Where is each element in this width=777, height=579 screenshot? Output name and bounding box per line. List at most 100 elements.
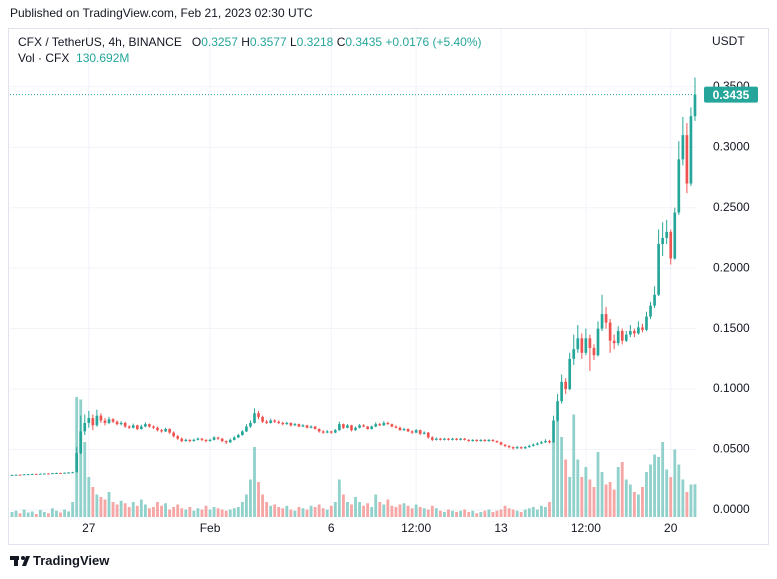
y-tick-label: 0.3000 [713, 139, 750, 153]
candle-body [685, 135, 689, 184]
volume-bar [249, 479, 252, 517]
candle-body [346, 425, 349, 428]
candle-body [249, 422, 252, 427]
candle-body [681, 135, 685, 160]
candle-body [273, 420, 277, 422]
candle-body [443, 438, 446, 440]
volume-bar [148, 508, 151, 517]
candle-body [95, 415, 99, 426]
candle-body [135, 425, 139, 429]
volume-bar [22, 509, 26, 517]
candle-body [366, 426, 369, 429]
candle-body [556, 401, 559, 421]
candle-body [519, 447, 523, 449]
volume-bar [495, 510, 499, 517]
volume-bar [552, 442, 555, 517]
candle-body [253, 413, 256, 423]
volume-bar [257, 482, 260, 517]
ohlc-key: C [336, 35, 346, 49]
volume-bar [535, 509, 539, 517]
x-tick-label: 27 [82, 521, 96, 535]
candle-body [410, 431, 414, 433]
volume-bar [71, 502, 75, 517]
volume-bar [681, 479, 685, 517]
volume-bar [67, 511, 71, 517]
volume-bar [38, 510, 42, 517]
candle-body [216, 437, 220, 439]
volume-bar [560, 437, 564, 517]
candle-body [386, 422, 390, 425]
volume-bar [564, 459, 568, 517]
volume-bar [317, 504, 321, 517]
candle-body [370, 426, 374, 429]
volume-bar [685, 492, 689, 517]
candle-body [661, 237, 664, 244]
candle-body [224, 441, 228, 443]
candle-body [22, 474, 26, 476]
volume-bar [172, 507, 176, 517]
candle-body [641, 327, 644, 330]
candle-body [588, 338, 592, 348]
volume-bar [325, 509, 329, 517]
candle-body [657, 243, 660, 295]
candle-body [499, 442, 503, 445]
candle-body [329, 431, 333, 433]
volume-bar [430, 505, 434, 517]
x-tick-label: 6 [328, 521, 335, 535]
volume-bar [176, 504, 180, 517]
candle-body [111, 419, 115, 422]
volume-bar [127, 507, 131, 517]
candle-body [232, 437, 236, 440]
candle-body [103, 420, 107, 423]
volume-bar [309, 505, 313, 517]
volume-bar [265, 502, 269, 517]
volume-bar [592, 487, 596, 517]
volume-bar [10, 512, 14, 517]
volume-bar [228, 509, 232, 517]
candle-body [204, 439, 208, 442]
candle-body [293, 424, 297, 426]
candle-body [645, 316, 648, 330]
volume-bar [87, 477, 91, 517]
volume-bar [616, 467, 620, 517]
candle-body [487, 439, 491, 442]
volume-bar [447, 509, 450, 517]
candle-body [180, 438, 184, 442]
volume-bar [657, 457, 661, 517]
volume-bar [604, 484, 608, 517]
volume-bar [200, 509, 204, 517]
volume-bar [253, 447, 256, 517]
volume-bar [14, 510, 18, 517]
change: +0.0176 (+5.40%) [385, 35, 482, 49]
volume-bar [390, 505, 394, 517]
candle-body [507, 445, 511, 448]
symbol: CFX / TetherUS, 4h, BINANCE [18, 35, 182, 49]
candle-body [439, 438, 442, 440]
volume-bar [669, 477, 673, 517]
volume-bar [26, 512, 30, 517]
candle-body [212, 437, 216, 440]
volume-bar [515, 510, 519, 517]
volume-bar [366, 503, 370, 517]
candle-body [531, 444, 535, 446]
candle-body [188, 439, 192, 442]
x-tick-label: 12:00 [401, 521, 431, 535]
volume-bar [624, 479, 628, 517]
volume-bar [632, 492, 636, 517]
candle-body [236, 435, 240, 438]
candle-body [317, 428, 321, 432]
candle-body [245, 426, 248, 432]
candle-body [475, 439, 479, 442]
candle-body [220, 438, 224, 442]
candle-body [30, 473, 34, 475]
volume-bar [511, 509, 515, 517]
volume-bar [479, 512, 483, 517]
ohlc-value: 0.3257 [201, 35, 238, 49]
volume-bar [491, 512, 495, 517]
candle-body [451, 438, 454, 440]
volume-bar [79, 399, 83, 517]
volume-value: 130.692M [76, 51, 130, 65]
volume-bar [188, 507, 192, 517]
candle-body [673, 212, 677, 259]
volume-bar [212, 507, 216, 517]
